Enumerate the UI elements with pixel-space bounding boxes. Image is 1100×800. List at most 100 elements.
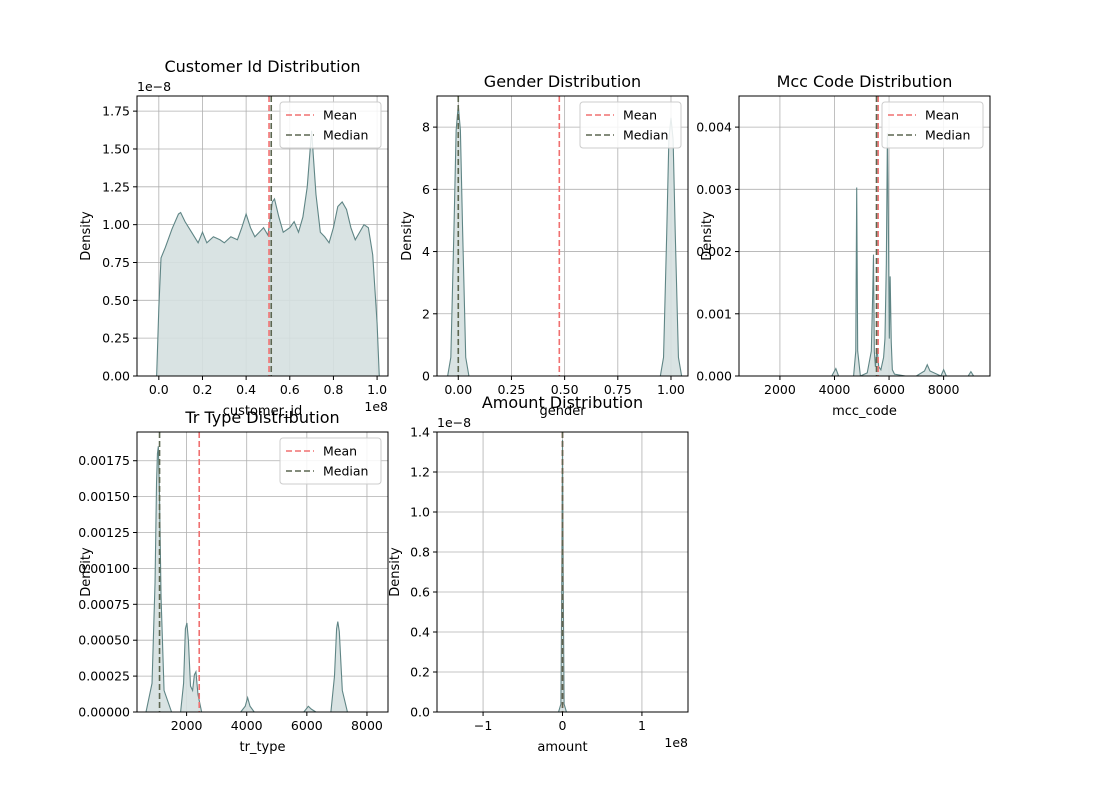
x-tick-label: 8000 — [351, 718, 383, 733]
y-offset-label: 1e−8 — [437, 415, 471, 430]
y-tick-label: 0.4 — [410, 625, 430, 640]
x-tick-label: 0.25 — [498, 382, 526, 397]
y-tick-label: 0.003 — [696, 182, 732, 197]
y-tick-label: 0.00 — [102, 369, 130, 384]
y-tick-label: 1.00 — [102, 217, 130, 232]
x-tick-label: 6000 — [291, 718, 323, 733]
y-tick-label: 0.000 — [696, 369, 732, 384]
y-axis-label: Density — [79, 211, 94, 261]
subplot-2: 0.00 0.25 0.50 0.75 1.00 0 2 4 6 8 gender Density Ge… — [400, 72, 689, 419]
y-tick-label: 1.2 — [410, 465, 430, 480]
legend-mean-label: Mean — [323, 444, 357, 459]
x-tick-label: 1 — [638, 718, 646, 733]
y-tick-label: 2 — [422, 306, 430, 321]
chart-title: Amount Distribution — [482, 393, 643, 412]
x-tick-label: 0.6 — [280, 382, 300, 397]
x-tick-label: 0.2 — [193, 382, 213, 397]
x-tick-label: 2000 — [764, 382, 796, 397]
y-tick-label: 0.50 — [102, 293, 130, 308]
density-line — [156, 130, 380, 376]
axes-frame — [136, 431, 389, 713]
y-tick-label: 0.00025 — [78, 669, 130, 684]
y-tick-label: 0.00100 — [78, 561, 130, 576]
y-axis-label: Density — [388, 547, 403, 597]
x-tick-label: 0.00 — [444, 382, 472, 397]
x-tick-label: 0.75 — [604, 382, 632, 397]
legend-median-label: Median — [323, 464, 368, 479]
x-tick-label: 0.8 — [323, 382, 343, 397]
x-tick-label: 0 — [559, 718, 567, 733]
y-tick-label: 0.6 — [410, 585, 430, 600]
y-tick-label: 0.00000 — [78, 705, 130, 720]
density-line — [744, 133, 980, 376]
chart-title: Gender Distribution — [484, 72, 641, 91]
y-tick-label: 6 — [422, 182, 430, 197]
y-axis-label: Density — [79, 547, 94, 597]
legend-box — [881, 101, 984, 149]
x-tick-label: 0.4 — [236, 382, 256, 397]
x-tick-label: −1 — [474, 718, 492, 733]
subplot-1: 0.0 0.2 0.4 0.6 0.8 1.0 0.00 0.25 0.50 0.75 1.00 1.… — [79, 57, 389, 419]
x-offset-label: 1e8 — [664, 735, 688, 750]
y-tick-label: 0.004 — [696, 120, 732, 135]
y-tick-label: 0.00075 — [78, 597, 130, 612]
y-axis-label: Density — [700, 211, 715, 261]
y-tick-label: 0.25 — [102, 331, 130, 346]
x-axis-label: gender — [539, 404, 586, 419]
y-axis-label: Density — [400, 211, 415, 261]
x-tick-label: 1.0 — [367, 382, 387, 397]
y-tick-label: 1.50 — [102, 141, 130, 156]
y-tick-label: 0.00150 — [78, 489, 130, 504]
y-tick-label: 1.25 — [102, 179, 130, 194]
x-tick-label: 0.50 — [551, 382, 579, 397]
y-tick-label: 1.4 — [410, 425, 430, 440]
x-offset-label: 1e8 — [364, 399, 388, 414]
subplot-3: 2000 4000 6000 8000 0.000 0.001 0.002 0.003 0.00… — [696, 72, 991, 419]
y-tick-label: 1.0 — [410, 505, 430, 520]
axes-frame — [436, 95, 689, 377]
legend-box — [279, 437, 382, 485]
density-area — [156, 130, 380, 376]
y-tick-label: 0.002 — [696, 244, 732, 259]
legend-median-label: Median — [623, 128, 668, 143]
y-tick-label: 0.00050 — [78, 633, 130, 648]
legend-mean-label: Mean — [623, 108, 657, 123]
legend-box — [279, 101, 382, 149]
y-tick-label: 0.75 — [102, 255, 130, 270]
legend-median-label: Median — [323, 128, 368, 143]
subplot-5: −1 0 1 0.0 0.2 0.4 0.6 0.8 1.0 1.2 1.4 1e8 1e−8 amoun… — [388, 393, 689, 755]
y-tick-label: 0.001 — [696, 306, 732, 321]
y-tick-label: 0.2 — [410, 665, 430, 680]
x-tick-label: 0.0 — [149, 382, 169, 397]
chart-title: Mcc Code Distribution — [777, 72, 953, 91]
x-tick-label: 8000 — [928, 382, 960, 397]
legend-mean-label: Mean — [925, 108, 959, 123]
legend-box — [579, 101, 682, 149]
y-tick-label: 4 — [422, 244, 430, 259]
subplot-4: 2000 4000 6000 8000 0.00000 0.00025 0.00050 0.0… — [78, 408, 389, 755]
y-tick-label: 0.0 — [410, 705, 430, 720]
x-tick-label: 1.00 — [657, 382, 685, 397]
x-tick-label: 4000 — [819, 382, 851, 397]
legend-mean-label: Mean — [323, 108, 357, 123]
chart-title: Customer Id Distribution — [164, 57, 360, 76]
y-tick-label: 1.75 — [102, 104, 130, 119]
chart-title: Tr Type Distribution — [184, 408, 339, 427]
y-tick-label: 8 — [422, 120, 430, 135]
y-offset-label: 1e−8 — [137, 79, 171, 94]
x-axis-label: mcc_code — [832, 404, 897, 419]
x-axis-label: amount — [537, 740, 587, 755]
axes-frame — [136, 95, 389, 377]
legend-median-label: Median — [925, 128, 970, 143]
x-axis-label: tr_type — [240, 740, 286, 755]
x-tick-label: 6000 — [873, 382, 905, 397]
y-tick-label: 0 — [422, 369, 430, 384]
density-area — [146, 446, 379, 712]
axes-frame — [738, 95, 991, 377]
y-tick-label: 0.8 — [410, 545, 430, 560]
density-line — [447, 439, 678, 712]
density-line — [145, 446, 379, 712]
x-axis-label: customer_id — [223, 404, 303, 419]
x-tick-label: 2000 — [171, 718, 203, 733]
